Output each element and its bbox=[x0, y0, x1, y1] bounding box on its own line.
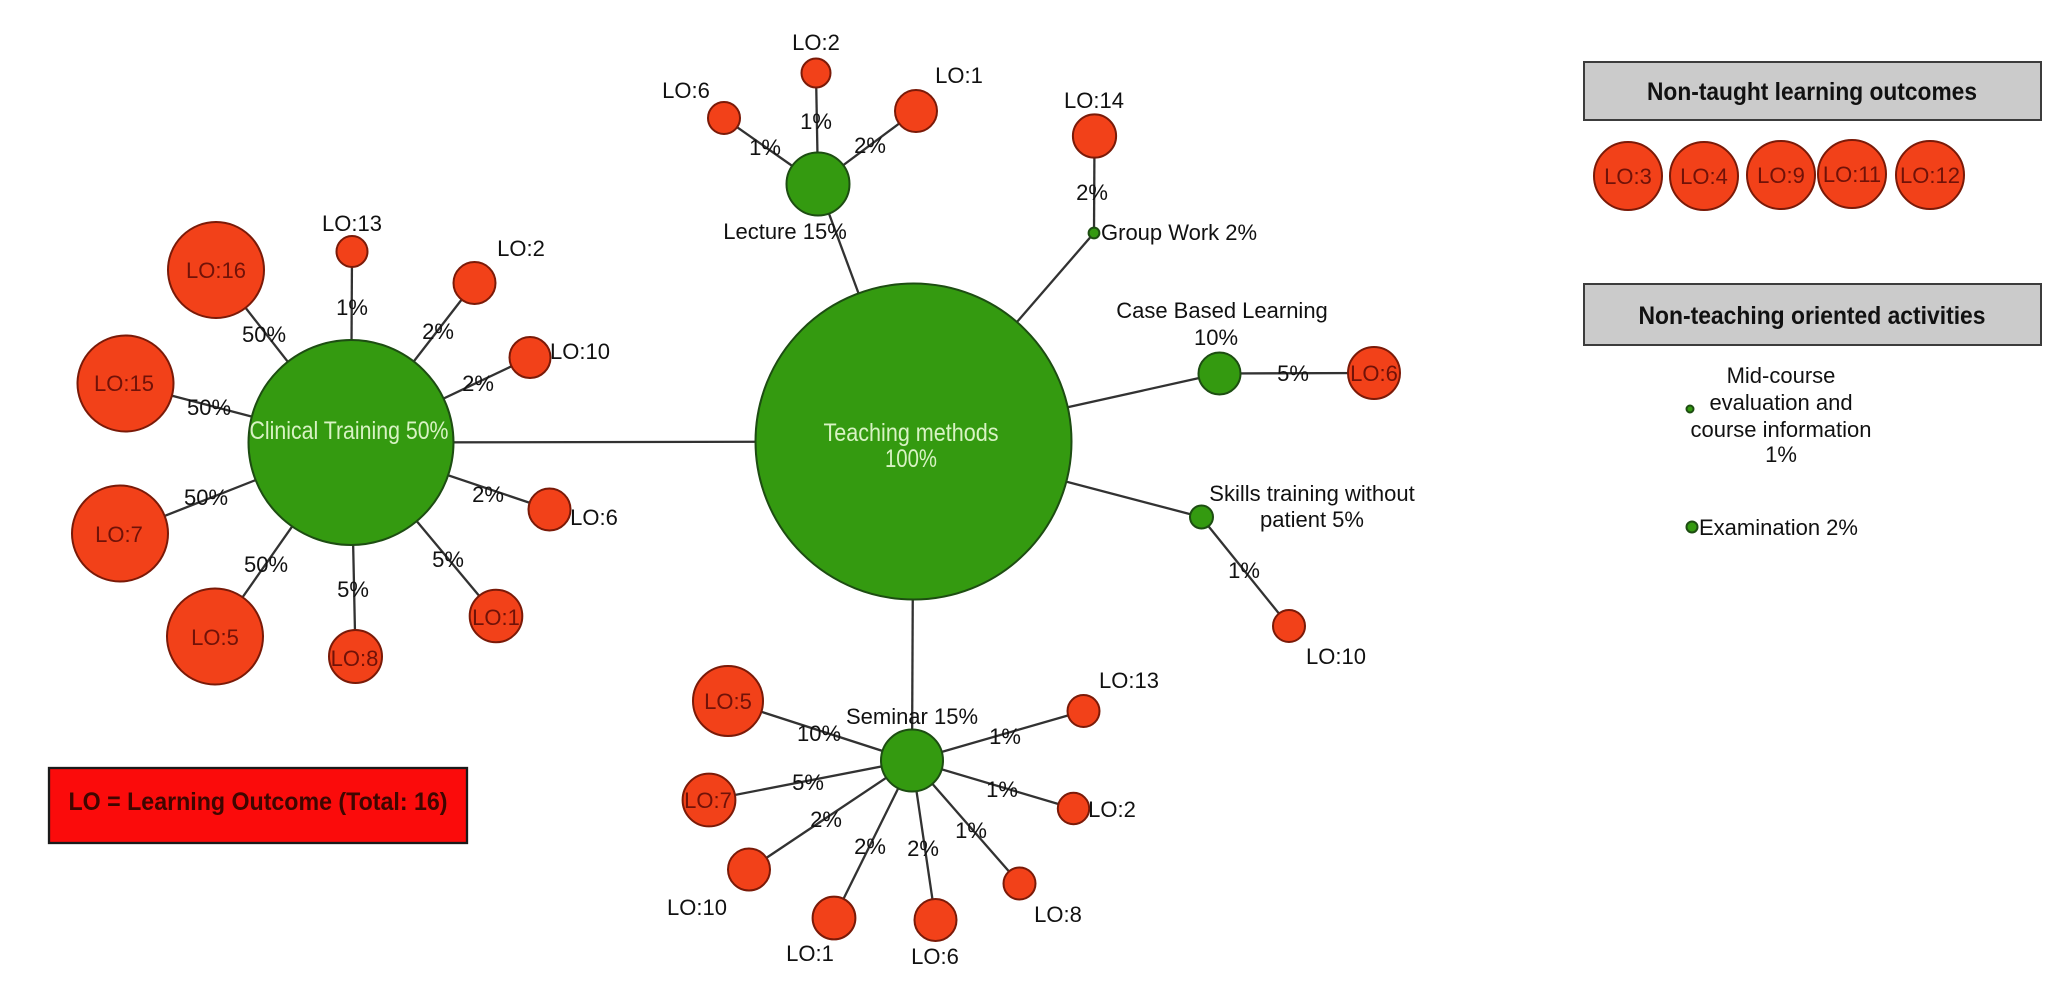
svg-text:LO:15: LO:15 bbox=[94, 371, 154, 396]
svg-text:1%: 1% bbox=[955, 818, 987, 843]
svg-text:Mid-course: Mid-course bbox=[1727, 363, 1836, 388]
svg-text:LO:8: LO:8 bbox=[331, 646, 379, 671]
svg-text:1%: 1% bbox=[800, 109, 832, 134]
svg-text:2%: 2% bbox=[810, 807, 842, 832]
svg-text:LO:5: LO:5 bbox=[704, 689, 752, 714]
svg-text:LO:6: LO:6 bbox=[1350, 361, 1398, 386]
svg-text:LO:2: LO:2 bbox=[792, 30, 840, 55]
svg-text:50%: 50% bbox=[187, 395, 231, 420]
svg-text:LO = Learning Outcome (Total:: LO = Learning Outcome (Total: 16) bbox=[69, 788, 448, 816]
svg-text:LO:7: LO:7 bbox=[95, 522, 143, 547]
svg-text:LO:10: LO:10 bbox=[667, 895, 727, 920]
svg-text:2%: 2% bbox=[1076, 180, 1108, 205]
svg-text:Non-taught learning outcomes: Non-taught learning outcomes bbox=[1647, 78, 1977, 106]
svg-text:LO:7: LO:7 bbox=[684, 788, 732, 813]
svg-text:Teaching methods: Teaching methods bbox=[824, 419, 999, 447]
svg-text:LO:4: LO:4 bbox=[1680, 164, 1728, 189]
svg-text:LO:6: LO:6 bbox=[911, 944, 959, 969]
svg-text:Examination 2%: Examination 2% bbox=[1699, 515, 1858, 540]
svg-text:LO:2: LO:2 bbox=[1088, 797, 1136, 822]
svg-text:LO:1: LO:1 bbox=[786, 941, 834, 966]
svg-text:2%: 2% bbox=[854, 133, 886, 158]
svg-text:2%: 2% bbox=[422, 319, 454, 344]
svg-text:5%: 5% bbox=[1277, 361, 1309, 386]
svg-text:LO:13: LO:13 bbox=[322, 211, 382, 236]
svg-text:10%: 10% bbox=[1194, 325, 1238, 350]
svg-text:LO:16: LO:16 bbox=[186, 258, 246, 283]
svg-text:1%: 1% bbox=[336, 295, 368, 320]
svg-text:course information: course information bbox=[1691, 417, 1872, 442]
svg-text:LO:9: LO:9 bbox=[1757, 163, 1805, 188]
svg-text:2%: 2% bbox=[472, 482, 504, 507]
svg-text:LO:5: LO:5 bbox=[191, 625, 239, 650]
svg-text:LO:8: LO:8 bbox=[1034, 902, 1082, 927]
svg-text:LO:3: LO:3 bbox=[1604, 164, 1652, 189]
svg-text:LO:6: LO:6 bbox=[662, 78, 710, 103]
svg-text:LO:11: LO:11 bbox=[1823, 162, 1881, 187]
svg-text:1%: 1% bbox=[1765, 442, 1797, 467]
svg-text:Case Based Learning: Case Based Learning bbox=[1116, 298, 1328, 323]
svg-text:LO:10: LO:10 bbox=[1306, 644, 1366, 669]
svg-text:Clinical Training 50%: Clinical Training 50% bbox=[250, 417, 449, 445]
svg-text:LO:14: LO:14 bbox=[1064, 88, 1124, 113]
svg-text:100%: 100% bbox=[885, 445, 937, 473]
svg-text:2%: 2% bbox=[462, 371, 494, 396]
svg-text:LO:10: LO:10 bbox=[550, 339, 610, 364]
svg-text:50%: 50% bbox=[242, 322, 286, 347]
svg-text:10%: 10% bbox=[797, 721, 841, 746]
svg-text:LO:6: LO:6 bbox=[570, 505, 618, 530]
svg-text:LO:13: LO:13 bbox=[1099, 668, 1159, 693]
svg-text:2%: 2% bbox=[854, 834, 886, 859]
svg-text:50%: 50% bbox=[244, 552, 288, 577]
svg-text:Lecture 15%: Lecture 15% bbox=[723, 219, 847, 244]
svg-text:Group Work 2%: Group Work 2% bbox=[1101, 220, 1257, 245]
svg-text:1%: 1% bbox=[986, 777, 1018, 802]
svg-text:LO:2: LO:2 bbox=[497, 236, 545, 261]
svg-text:Skills training without: Skills training without bbox=[1209, 481, 1414, 506]
svg-text:5%: 5% bbox=[432, 547, 464, 572]
svg-text:5%: 5% bbox=[792, 770, 824, 795]
svg-text:Non-teaching oriented activiti: Non-teaching oriented activities bbox=[1639, 302, 1986, 330]
svg-text:LO:1: LO:1 bbox=[935, 63, 983, 88]
svg-text:Seminar 15%: Seminar 15% bbox=[846, 704, 978, 729]
svg-text:LO:1: LO:1 bbox=[472, 605, 520, 630]
svg-text:patient 5%: patient 5% bbox=[1260, 507, 1364, 532]
svg-text:50%: 50% bbox=[184, 485, 228, 510]
svg-text:1%: 1% bbox=[989, 724, 1021, 749]
svg-text:1%: 1% bbox=[749, 135, 781, 160]
svg-text:5%: 5% bbox=[337, 577, 369, 602]
svg-text:1%: 1% bbox=[1228, 558, 1260, 583]
svg-text:evaluation and: evaluation and bbox=[1709, 390, 1852, 415]
svg-text:LO:12: LO:12 bbox=[1900, 163, 1960, 188]
svg-text:2%: 2% bbox=[907, 836, 939, 861]
